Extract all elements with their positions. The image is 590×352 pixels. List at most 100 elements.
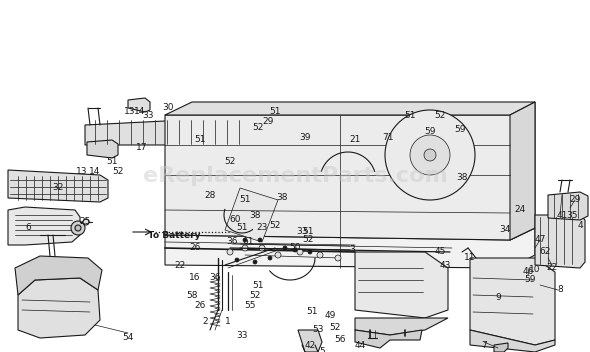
Polygon shape — [548, 192, 588, 220]
Text: 51: 51 — [106, 157, 118, 166]
Text: 3: 3 — [349, 245, 355, 254]
Circle shape — [242, 245, 248, 251]
Text: 38: 38 — [249, 210, 261, 220]
Text: 11: 11 — [464, 253, 476, 263]
Text: 8: 8 — [557, 285, 563, 295]
Text: 51: 51 — [194, 136, 206, 145]
Text: To Battery: To Battery — [148, 231, 201, 239]
Text: 58: 58 — [186, 290, 198, 300]
Text: 38: 38 — [456, 174, 468, 182]
Text: 26: 26 — [194, 301, 206, 309]
Polygon shape — [470, 258, 555, 345]
Text: 61: 61 — [242, 238, 254, 246]
Text: 51: 51 — [253, 281, 264, 289]
Polygon shape — [165, 102, 535, 115]
Text: 46: 46 — [522, 268, 534, 277]
Text: 36: 36 — [209, 274, 221, 283]
Text: 35: 35 — [566, 210, 578, 220]
Text: 13: 13 — [124, 107, 136, 117]
Circle shape — [71, 221, 85, 235]
Polygon shape — [85, 118, 248, 145]
Polygon shape — [165, 102, 535, 240]
Circle shape — [83, 219, 89, 225]
Text: 23: 23 — [256, 224, 268, 233]
Text: 56: 56 — [335, 335, 346, 345]
Text: 6: 6 — [25, 224, 31, 233]
Text: 25: 25 — [79, 218, 91, 226]
Text: 59: 59 — [525, 276, 536, 284]
Text: 33: 33 — [142, 111, 154, 119]
Text: 33: 33 — [236, 331, 248, 339]
Text: 49: 49 — [324, 310, 336, 320]
Circle shape — [275, 252, 281, 258]
Polygon shape — [470, 330, 555, 352]
Polygon shape — [15, 256, 102, 295]
Text: 16: 16 — [189, 274, 201, 283]
Text: 52: 52 — [250, 290, 261, 300]
Polygon shape — [225, 188, 278, 242]
Text: 44: 44 — [355, 340, 366, 350]
Text: 52: 52 — [269, 220, 281, 230]
Circle shape — [75, 225, 81, 231]
Text: 50: 50 — [289, 244, 301, 252]
Text: 10: 10 — [529, 265, 541, 275]
Text: 51: 51 — [269, 107, 281, 117]
Text: 59: 59 — [424, 127, 436, 137]
Circle shape — [410, 135, 450, 175]
Text: 52: 52 — [302, 235, 314, 245]
Text: 29: 29 — [569, 195, 581, 205]
Text: 13: 13 — [76, 168, 88, 176]
Text: 52: 52 — [434, 111, 445, 119]
Text: 22: 22 — [546, 264, 558, 272]
Polygon shape — [18, 278, 100, 338]
Text: 21: 21 — [349, 136, 360, 145]
Polygon shape — [510, 102, 535, 240]
Text: 43: 43 — [440, 260, 451, 270]
Circle shape — [268, 256, 272, 260]
Text: 52: 52 — [112, 168, 124, 176]
Polygon shape — [494, 343, 508, 352]
Circle shape — [317, 252, 323, 258]
Circle shape — [259, 245, 265, 251]
Circle shape — [424, 149, 436, 161]
Circle shape — [253, 260, 257, 264]
Text: 36: 36 — [226, 238, 238, 246]
Text: 14: 14 — [89, 168, 101, 176]
Polygon shape — [165, 228, 535, 268]
Text: 32: 32 — [53, 183, 64, 193]
Text: 62: 62 — [539, 247, 550, 257]
Text: 71: 71 — [382, 133, 394, 143]
Text: 5: 5 — [319, 347, 325, 352]
Text: 51: 51 — [302, 227, 314, 237]
Text: 51: 51 — [404, 111, 416, 119]
Circle shape — [283, 246, 287, 250]
Text: eReplacementParts.com: eReplacementParts.com — [143, 166, 447, 186]
Text: 59: 59 — [454, 126, 466, 134]
Text: 42: 42 — [304, 340, 316, 350]
Circle shape — [335, 255, 341, 261]
Polygon shape — [355, 252, 448, 318]
Text: 51: 51 — [236, 224, 248, 233]
Polygon shape — [128, 98, 150, 112]
Polygon shape — [8, 170, 108, 202]
Text: 51: 51 — [306, 308, 318, 316]
Circle shape — [235, 258, 239, 262]
Text: 45: 45 — [434, 247, 445, 257]
Circle shape — [227, 249, 233, 255]
Text: 33: 33 — [296, 227, 308, 237]
Circle shape — [293, 248, 297, 252]
Circle shape — [297, 249, 303, 255]
Circle shape — [385, 110, 475, 200]
Text: 53: 53 — [312, 326, 324, 334]
Text: 26: 26 — [189, 244, 201, 252]
Circle shape — [243, 238, 247, 242]
Polygon shape — [87, 140, 118, 158]
Text: 52: 52 — [329, 323, 340, 333]
Text: 34: 34 — [499, 226, 511, 234]
Polygon shape — [8, 207, 80, 245]
Text: 30: 30 — [162, 103, 173, 113]
Text: 47: 47 — [535, 235, 546, 245]
Text: 7: 7 — [481, 340, 487, 350]
Text: 51: 51 — [240, 195, 251, 205]
Text: 54: 54 — [122, 333, 134, 342]
